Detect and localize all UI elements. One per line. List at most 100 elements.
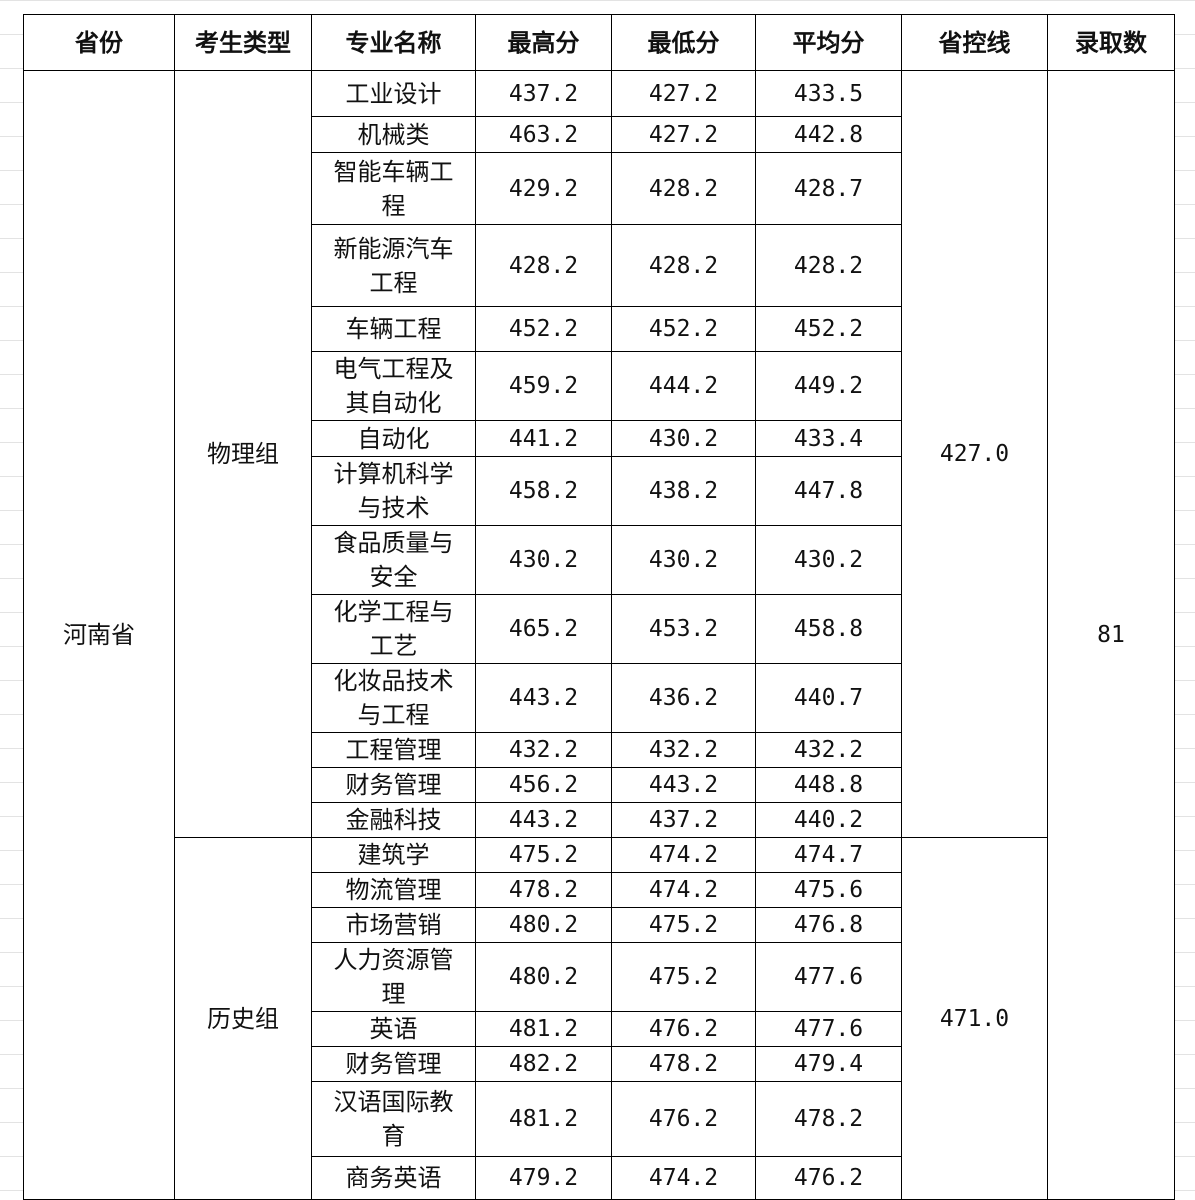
table-row: 财务管理 456.2 443.2 448.8 xyxy=(24,767,1175,803)
avg-score-cell: 433.4 xyxy=(755,420,902,457)
table-row: 英语 481.2 476.2 477.6 xyxy=(24,1011,1175,1047)
avg-score-cell: 449.2 xyxy=(755,351,902,421)
min-score-cell: 475.2 xyxy=(611,942,756,1012)
major-cell: 财务管理 xyxy=(311,767,476,803)
avg-score-cell: 458.8 xyxy=(755,594,902,664)
major-cell: 物流管理 xyxy=(311,872,476,908)
header-candidate-type: 考生类型 xyxy=(174,14,312,71)
max-score-cell: 456.2 xyxy=(475,767,612,803)
major-cell: 英语 xyxy=(311,1011,476,1047)
header-row: 省份 考生类型 专业名称 最高分 最低分 平均分 省控线 录取数 xyxy=(23,14,1175,71)
min-score-cell: 432.2 xyxy=(611,732,756,768)
avg-score-cell: 432.2 xyxy=(755,732,902,768)
min-score-cell: 453.2 xyxy=(611,594,756,664)
major-cell: 智能车辆工程 xyxy=(311,152,476,225)
table-row: 财务管理 482.2 478.2 479.4 xyxy=(24,1046,1175,1082)
avg-score-cell: 428.7 xyxy=(755,152,902,225)
min-score-cell: 444.2 xyxy=(611,351,756,421)
avg-score-cell: 430.2 xyxy=(755,525,902,595)
avg-score-cell: 479.4 xyxy=(755,1046,902,1082)
min-score-cell: 427.2 xyxy=(611,116,756,153)
major-cell: 工业设计 xyxy=(311,70,476,117)
avg-score-cell: 478.2 xyxy=(755,1081,902,1157)
major-cell: 电气工程及其自动化 xyxy=(311,351,476,421)
candidate-type-cell: 物理组 xyxy=(174,70,312,838)
min-score-cell: 474.2 xyxy=(611,1156,756,1200)
candidate-type-cell: 历史组 xyxy=(174,837,312,1200)
avg-score-cell: 442.8 xyxy=(755,116,902,153)
admission-scores-table: 省份 考生类型 专业名称 最高分 最低分 平均分 省控线 录取数 河南省 物理组工… xyxy=(23,14,1175,1200)
max-score-cell: 458.2 xyxy=(475,456,612,526)
max-score-cell: 443.2 xyxy=(475,663,612,733)
major-cell: 自动化 xyxy=(311,420,476,457)
avg-score-cell: 440.2 xyxy=(755,802,902,838)
major-cell: 汉语国际教育 xyxy=(311,1081,476,1157)
major-cell: 人力资源管理 xyxy=(311,942,476,1012)
min-score-cell: 478.2 xyxy=(611,1046,756,1082)
max-score-cell: 482.2 xyxy=(475,1046,612,1082)
min-score-cell: 428.2 xyxy=(611,224,756,307)
major-cell: 新能源汽车工程 xyxy=(311,224,476,307)
table-row: 物流管理 478.2 474.2 475.6 xyxy=(24,872,1175,908)
major-cell: 计算机科学与技术 xyxy=(311,456,476,526)
avg-score-cell: 476.8 xyxy=(755,907,902,943)
table-row: 商务英语 479.2 474.2 476.2 xyxy=(24,1156,1175,1200)
max-score-cell: 441.2 xyxy=(475,420,612,457)
max-score-cell: 481.2 xyxy=(475,1011,612,1047)
avg-score-cell: 475.6 xyxy=(755,872,902,908)
header-avg-score: 平均分 xyxy=(755,14,902,71)
max-score-cell: 465.2 xyxy=(475,594,612,664)
avg-score-cell: 440.7 xyxy=(755,663,902,733)
major-cell: 机械类 xyxy=(311,116,476,153)
table-row: 汉语国际教育 481.2 476.2 478.2 xyxy=(24,1081,1175,1157)
table-row: 人力资源管理 480.2 475.2 477.6 xyxy=(24,942,1175,1012)
min-score-cell: 430.2 xyxy=(611,525,756,595)
admitted-count-cell: 81 xyxy=(1047,70,1175,1200)
table-row: 化妆品技术与工程 443.2 436.2 440.7 xyxy=(24,663,1175,733)
table-row: 智能车辆工程 429.2 428.2 428.7 xyxy=(24,152,1175,225)
max-score-cell: 429.2 xyxy=(475,152,612,225)
province-cell: 河南省 xyxy=(23,70,175,1200)
header-admitted: 录取数 xyxy=(1047,14,1175,71)
header-control-line: 省控线 xyxy=(901,14,1048,71)
table-row: 金融科技 443.2 437.2 440.2 xyxy=(24,802,1175,838)
min-score-cell: 427.2 xyxy=(611,70,756,117)
avg-score-cell: 476.2 xyxy=(755,1156,902,1200)
max-score-cell: 475.2 xyxy=(475,837,612,873)
major-cell: 金融科技 xyxy=(311,802,476,838)
max-score-cell: 452.2 xyxy=(475,306,612,352)
table-row: 电气工程及其自动化 459.2 444.2 449.2 xyxy=(24,351,1175,421)
avg-score-cell: 477.6 xyxy=(755,942,902,1012)
min-score-cell: 443.2 xyxy=(611,767,756,803)
major-cell: 工程管理 xyxy=(311,732,476,768)
max-score-cell: 479.2 xyxy=(475,1156,612,1200)
major-cell: 市场营销 xyxy=(311,907,476,943)
avg-score-cell: 448.8 xyxy=(755,767,902,803)
avg-score-cell: 452.2 xyxy=(755,306,902,352)
major-cell: 车辆工程 xyxy=(311,306,476,352)
min-score-cell: 438.2 xyxy=(611,456,756,526)
table-row: 市场营销 480.2 475.2 476.8 xyxy=(24,907,1175,943)
max-score-cell: 428.2 xyxy=(475,224,612,307)
avg-score-cell: 477.6 xyxy=(755,1011,902,1047)
header-major: 专业名称 xyxy=(311,14,476,71)
header-min-score: 最低分 xyxy=(611,14,756,71)
min-score-cell: 476.2 xyxy=(611,1011,756,1047)
table-row: 自动化 441.2 430.2 433.4 xyxy=(24,420,1175,457)
min-score-cell: 430.2 xyxy=(611,420,756,457)
min-score-cell: 428.2 xyxy=(611,152,756,225)
min-score-cell: 452.2 xyxy=(611,306,756,352)
max-score-cell: 459.2 xyxy=(475,351,612,421)
header-province: 省份 xyxy=(23,14,175,71)
avg-score-cell: 428.2 xyxy=(755,224,902,307)
min-score-cell: 437.2 xyxy=(611,802,756,838)
table-row: 食品质量与安全 430.2 430.2 430.2 xyxy=(24,525,1175,595)
max-score-cell: 481.2 xyxy=(475,1081,612,1157)
major-cell: 食品质量与安全 xyxy=(311,525,476,595)
avg-score-cell: 474.7 xyxy=(755,837,902,873)
max-score-cell: 437.2 xyxy=(475,70,612,117)
major-cell: 财务管理 xyxy=(311,1046,476,1082)
control-line-cell: 427.0 xyxy=(901,70,1048,838)
major-cell: 建筑学 xyxy=(311,837,476,873)
min-score-cell: 436.2 xyxy=(611,663,756,733)
